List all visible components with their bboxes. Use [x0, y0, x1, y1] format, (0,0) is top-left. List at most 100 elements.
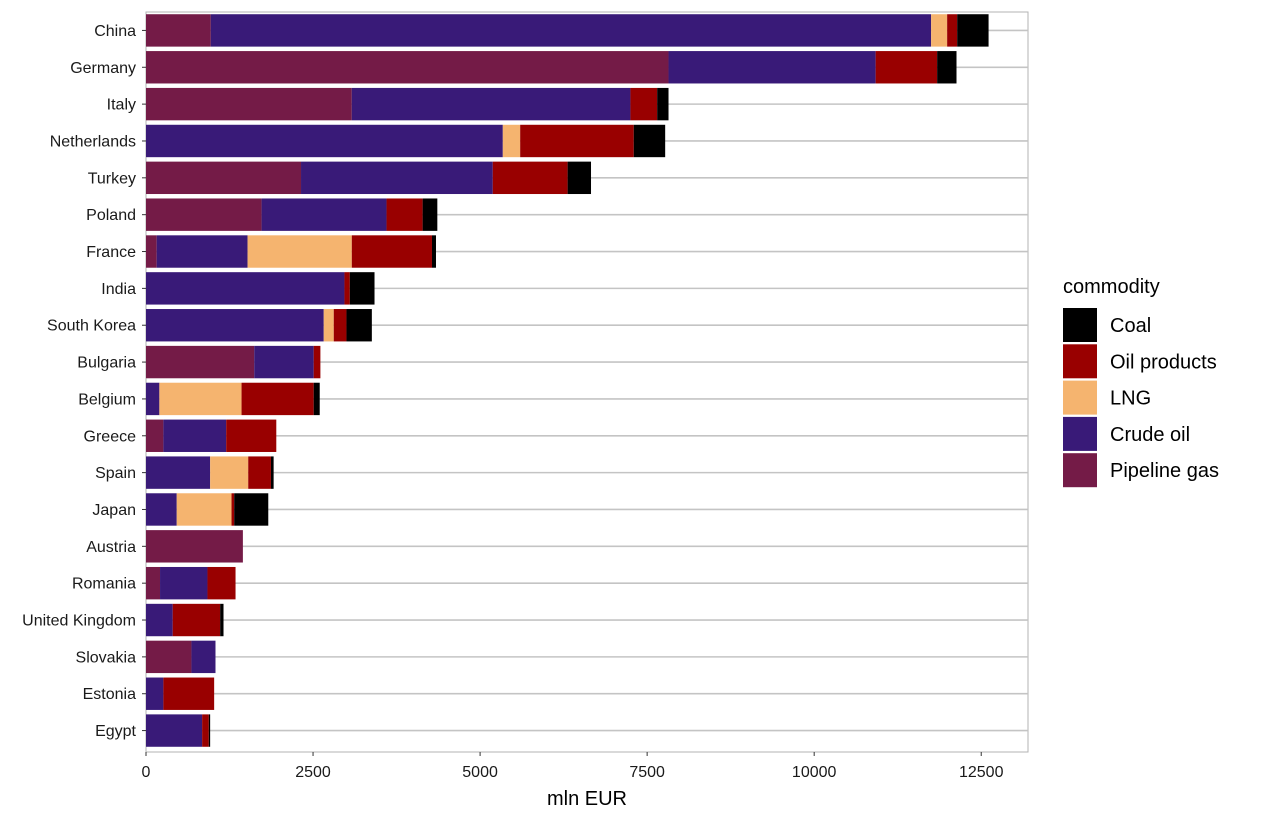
x-axis: 0 2500 5000 7500 10000 12500: [142, 752, 1004, 781]
bar-france-oil-products: [351, 235, 432, 268]
bar-bulgaria-pipeline-gas: [146, 345, 255, 379]
bar-germany-crude-oil: [668, 51, 876, 84]
bar-germany-oil-products: [875, 51, 938, 84]
bar-slovakia-pipeline-gas: [146, 640, 192, 674]
bar-netherlands-lng: [502, 124, 521, 158]
legend-title: commodity: [1063, 276, 1160, 298]
y-tick-label-united-kingdom: United Kingdom: [22, 613, 136, 630]
bar-italy-crude-oil: [351, 87, 631, 121]
bar-china-coal: [957, 14, 989, 47]
y-tick-label-turkey: Turkey: [88, 170, 136, 187]
bar-united-kingdom-coal: [220, 603, 224, 637]
y-tick-label-india: India: [101, 281, 136, 298]
bar-italy-pipeline-gas: [146, 87, 352, 121]
bar-japan-lng: [176, 493, 232, 526]
bar-turkey-pipeline-gas: [146, 161, 302, 195]
bar-germany-coal: [937, 51, 957, 84]
y-tick-label-austria: Austria: [86, 539, 136, 556]
bar-romania-pipeline-gas: [146, 566, 161, 600]
bar-slovakia-crude-oil: [191, 640, 216, 674]
bar-austria-pipeline-gas: [146, 530, 243, 563]
panel-background: [145, 11, 1029, 753]
bar-france-lng: [247, 235, 352, 268]
y-tick-label-slovakia: Slovakia: [76, 649, 137, 666]
bar-france-coal: [431, 235, 436, 268]
y-tick-label-china: China: [94, 23, 136, 40]
bar-japan-crude-oil: [146, 493, 177, 526]
bar-germany-pipeline-gas: [146, 51, 669, 84]
legend-swatch-crude-oil: [1063, 416, 1097, 451]
legend-swatch-coal: [1063, 308, 1097, 342]
bar-estonia-oil-products: [163, 677, 215, 710]
x-tick-label-0: 0: [142, 764, 151, 781]
bar-turkey-crude-oil: [301, 161, 493, 195]
bar-spain-crude-oil: [146, 456, 211, 489]
y-tick-label-egypt: Egypt: [95, 723, 136, 740]
bar-poland-crude-oil: [261, 198, 387, 231]
legend-swatch-pipeline-gas: [1063, 453, 1097, 488]
bar-bulgaria-oil-products: [313, 345, 321, 379]
bar-egypt-oil-products: [202, 714, 209, 747]
bar-belgium-coal: [313, 382, 320, 416]
bar-poland-oil-products: [386, 198, 423, 231]
bar-south-korea-coal: [346, 309, 372, 342]
x-tick-label-7500: 7500: [629, 764, 665, 781]
bar-south-korea-crude-oil: [146, 309, 324, 342]
bar-greece-crude-oil: [163, 419, 227, 452]
y-axis: China Germany Italy Netherlands Turkey Poland…: [22, 23, 146, 740]
bar-france-pipeline-gas: [146, 235, 157, 268]
bars: [146, 14, 989, 747]
bar-south-korea-oil-products: [333, 309, 347, 342]
y-tick-label-italy: Italy: [107, 97, 136, 114]
y-tick-label-bulgaria: Bulgaria: [77, 355, 136, 372]
y-tick-label-netherlands: Netherlands: [50, 133, 136, 150]
bar-romania-oil-products: [207, 566, 236, 600]
bar-united-kingdom-crude-oil: [146, 603, 173, 637]
legend-label-oil-products: Oil products: [1110, 351, 1217, 373]
y-tick-label-japan: Japan: [92, 502, 136, 519]
y-tick-label-belgium: Belgium: [78, 391, 136, 408]
bar-netherlands-oil-products: [520, 124, 634, 158]
bar-estonia-crude-oil: [146, 677, 164, 710]
y-tick-label-romania: Romania: [72, 576, 136, 593]
bar-south-korea-lng: [323, 309, 334, 342]
legend-label-lng: LNG: [1110, 388, 1151, 410]
legend: commodity Coal Oil products LNG Crude oil Pi…: [1063, 276, 1219, 488]
legend-swatch-lng: [1063, 380, 1097, 415]
bar-france-crude-oil: [156, 235, 248, 268]
y-tick-label-poland: Poland: [86, 207, 136, 224]
bar-romania-crude-oil: [160, 566, 208, 600]
y-tick-label-spain: Spain: [95, 465, 136, 482]
bar-spain-coal: [270, 456, 274, 489]
x-tick-label-2500: 2500: [295, 764, 331, 781]
bar-poland-coal: [422, 198, 438, 231]
bar-japan-coal: [234, 493, 269, 526]
legend-label-crude-oil: Crude oil: [1110, 424, 1190, 446]
x-tick-label-12500: 12500: [959, 764, 1004, 781]
bar-italy-coal: [657, 87, 669, 121]
bar-spain-lng: [210, 456, 249, 489]
y-tick-label-germany: Germany: [70, 60, 136, 77]
x-tick-label-10000: 10000: [792, 764, 837, 781]
y-tick-label-south-korea: South Korea: [47, 318, 136, 335]
bar-spain-oil-products: [248, 456, 271, 489]
bar-netherlands-crude-oil: [146, 124, 503, 158]
bar-india-coal: [349, 272, 375, 305]
bar-belgium-lng: [159, 382, 242, 416]
bar-india-oil-products: [344, 272, 350, 305]
bar-india-crude-oil: [146, 272, 345, 305]
bar-greece-oil-products: [226, 419, 277, 452]
legend-label-pipeline-gas: Pipeline gas: [1110, 460, 1219, 482]
bar-turkey-coal: [567, 161, 592, 195]
bar-greece-pipeline-gas: [146, 419, 164, 452]
bar-turkey-oil-products: [492, 161, 568, 195]
bar-bulgaria-crude-oil: [254, 345, 314, 379]
bar-china-lng: [931, 14, 948, 47]
bar-china-oil-products: [947, 14, 958, 47]
legend-label-coal: Coal: [1110, 315, 1151, 337]
bar-egypt-crude-oil: [146, 714, 203, 747]
bar-poland-pipeline-gas: [146, 198, 262, 231]
bar-belgium-crude-oil: [146, 382, 160, 416]
y-tick-label-estonia: Estonia: [83, 686, 136, 703]
